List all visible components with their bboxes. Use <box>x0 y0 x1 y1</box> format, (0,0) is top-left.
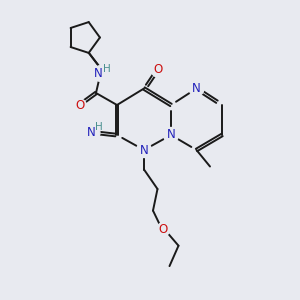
Text: O: O <box>154 63 163 76</box>
Text: H: H <box>95 122 103 132</box>
Circle shape <box>164 128 178 142</box>
Circle shape <box>73 99 86 112</box>
Circle shape <box>189 81 204 96</box>
Text: O: O <box>75 99 84 112</box>
Circle shape <box>93 66 108 81</box>
Circle shape <box>136 142 152 158</box>
Text: N: N <box>167 128 176 142</box>
Text: N: N <box>140 143 148 157</box>
Circle shape <box>152 64 165 77</box>
Circle shape <box>157 223 170 236</box>
Circle shape <box>83 124 100 141</box>
Text: N: N <box>87 125 96 139</box>
Text: N: N <box>192 82 201 95</box>
Text: O: O <box>159 223 168 236</box>
Text: H: H <box>103 64 111 74</box>
Text: N: N <box>94 67 103 80</box>
